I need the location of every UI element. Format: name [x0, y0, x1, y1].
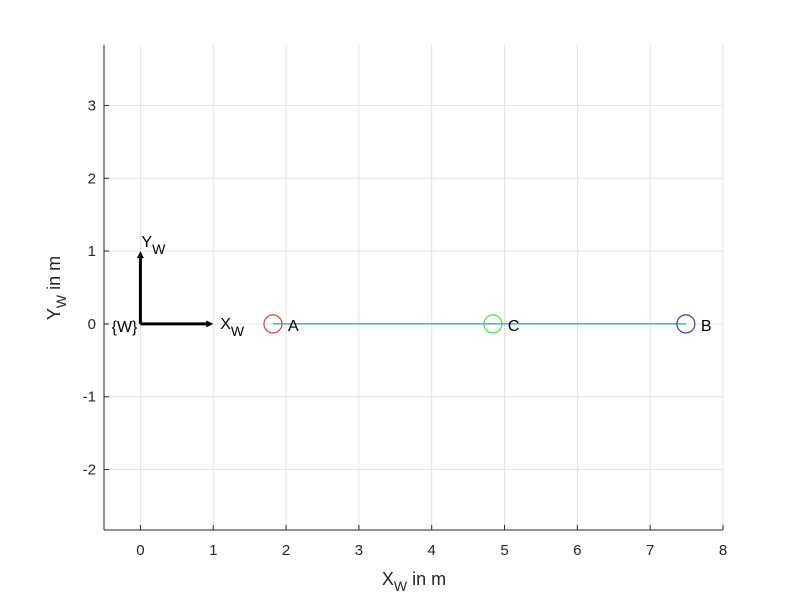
frame-label: {W}	[112, 319, 138, 336]
x-axis-label: XW in m	[382, 569, 446, 594]
x-tick-label: 3	[355, 542, 363, 559]
x-tick-label: 0	[136, 542, 144, 559]
y-tick-label: 2	[88, 170, 96, 187]
x-tick-label: 7	[646, 542, 654, 559]
y-tick-label: 0	[88, 316, 96, 333]
y-tick-label: -2	[83, 462, 96, 479]
frame-y-arrowhead	[136, 251, 144, 259]
y-tick-label: 3	[88, 97, 96, 114]
y-tick-label: 1	[88, 243, 96, 260]
point-marker-a	[263, 314, 283, 334]
frame-x-arrowhead	[206, 320, 214, 328]
x-tick-label: 8	[719, 542, 727, 559]
x-tick-label: 1	[209, 542, 217, 559]
x-tick-label: 4	[428, 542, 436, 559]
y-axis-label: YW in m	[44, 256, 69, 320]
axes	[103, 45, 724, 531]
world-frame: {W} XW YW	[112, 234, 245, 339]
point-marker-b	[676, 314, 696, 334]
point-label-b: B	[701, 318, 712, 335]
y-tick-label: -1	[83, 389, 96, 406]
x-tick-label: 6	[573, 542, 581, 559]
point-label-c: C	[508, 318, 520, 335]
frame-x-label: XW	[220, 316, 245, 339]
tick-labels: 0 1 2 3 4 5 6 7 8 -2 -1 0 1 2 3	[83, 97, 728, 559]
frame-y-label: YW	[141, 234, 166, 257]
x-tick-label: 5	[500, 542, 508, 559]
point-label-a: A	[288, 318, 299, 335]
point-marker-c	[483, 314, 503, 334]
grid	[104, 45, 724, 530]
x-tick-label: 2	[282, 542, 290, 559]
